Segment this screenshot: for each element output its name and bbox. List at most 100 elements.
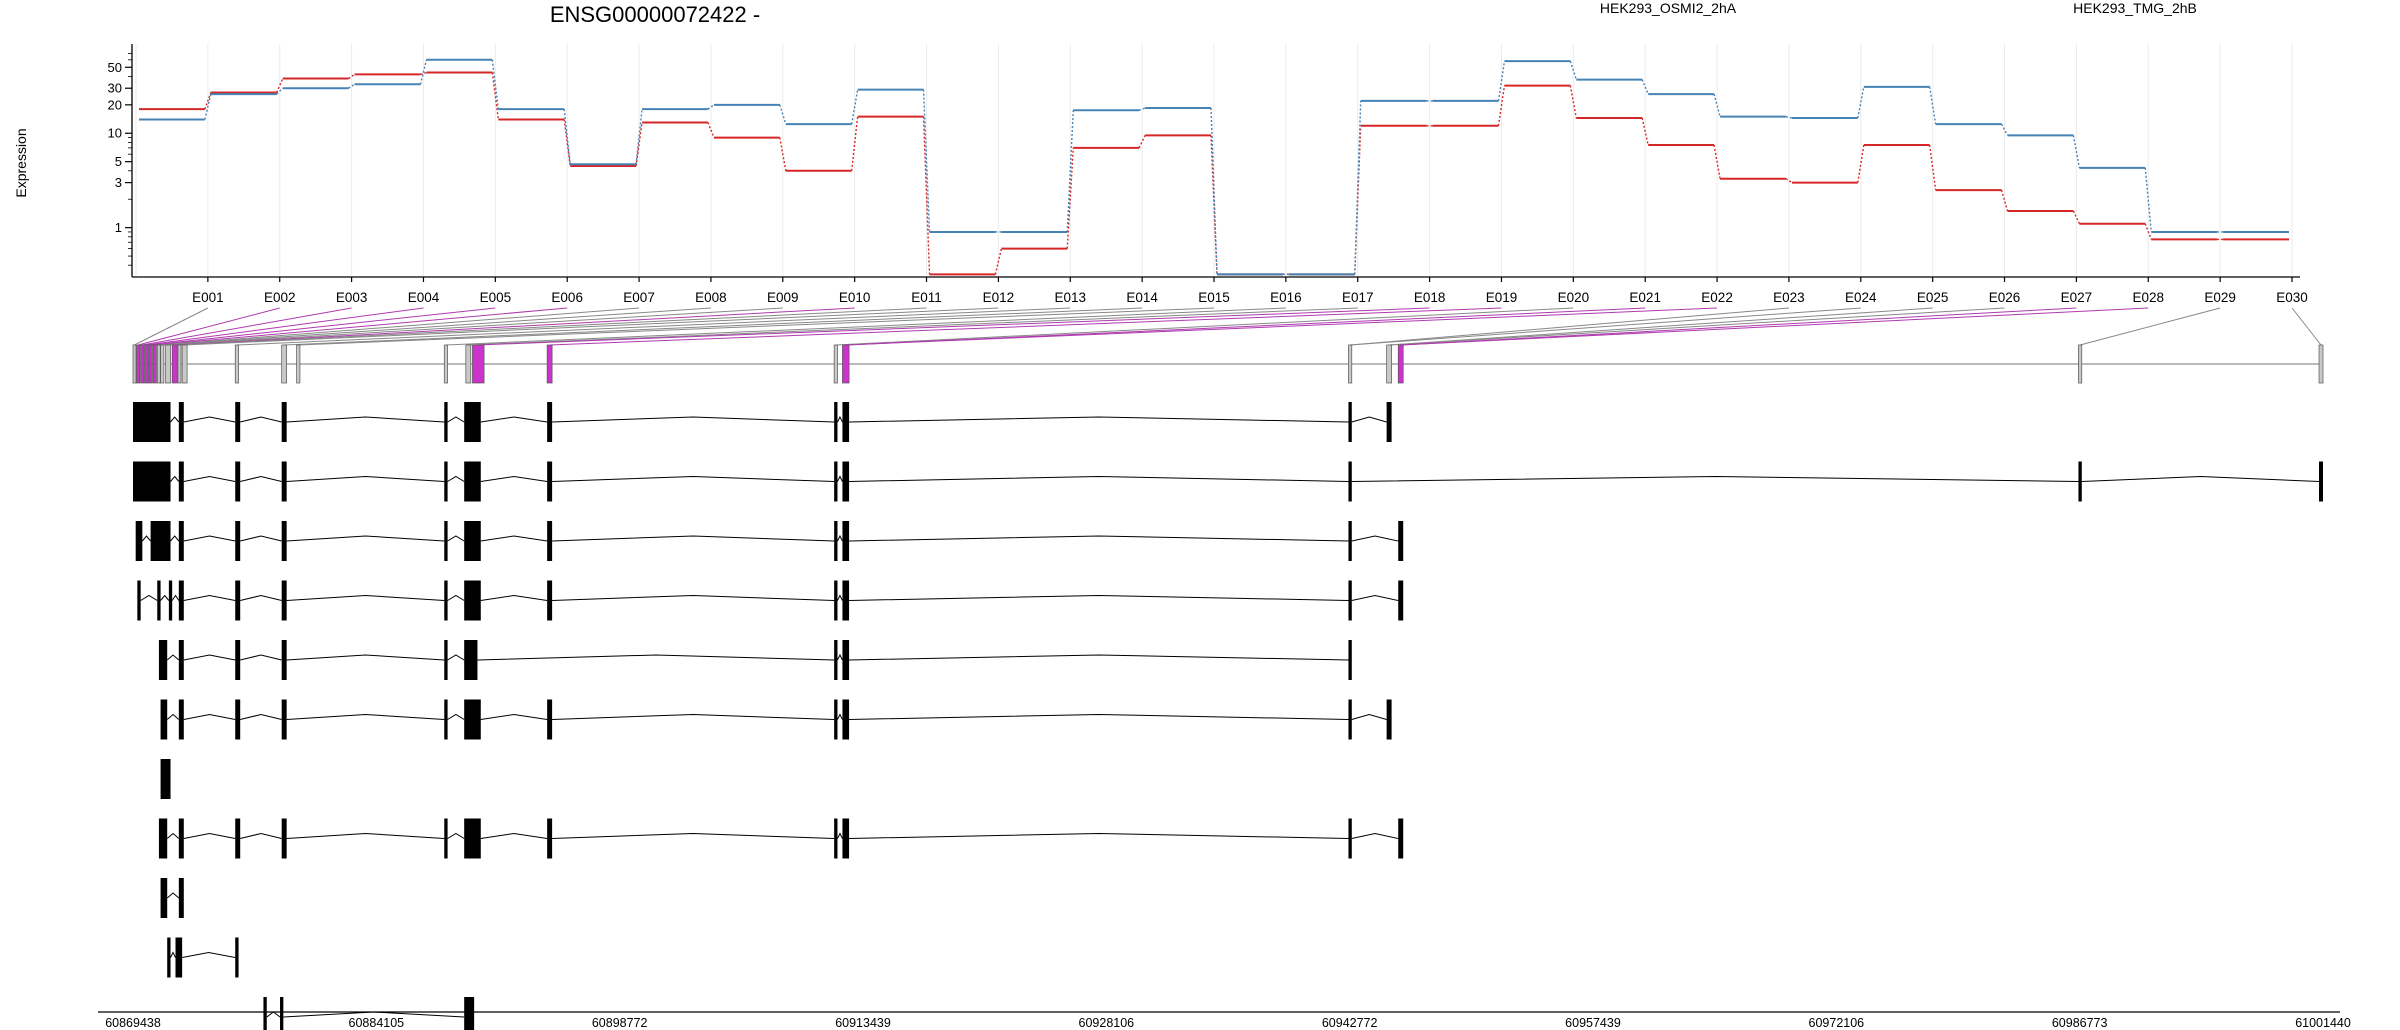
gene-model-exon (443, 344, 448, 384)
transcript-intron (240, 713, 282, 720)
transcript-exon (842, 521, 850, 561)
exon-connector (1389, 307, 2005, 346)
transcript-intron (477, 654, 835, 661)
gene-model-exon (1397, 344, 1404, 384)
transcript-exon (842, 461, 850, 502)
transcript-exon (834, 402, 838, 442)
transcript-intron (183, 475, 236, 482)
transcript-exon (135, 521, 143, 561)
gene-model-exon (148, 344, 153, 384)
exon-label: E025 (1917, 290, 1949, 305)
transcript-intron (240, 832, 282, 839)
transcript-exon (1348, 640, 1352, 680)
exon-label: E019 (1486, 290, 1518, 305)
transcript-intron (447, 713, 465, 720)
transcript-exon (235, 937, 239, 978)
transcript-exon (464, 818, 481, 859)
transcript-exon (281, 521, 287, 561)
transcript-exon (842, 402, 850, 442)
coord-tick-label: 60913439 (835, 1016, 891, 1030)
gene-model-exon (156, 344, 161, 384)
series-connector (779, 137, 787, 171)
transcript-intron (1351, 832, 1399, 839)
y-tick-label: 10 (108, 126, 122, 141)
gene-model-exon (234, 344, 239, 384)
series-connector (2144, 167, 2152, 233)
exon-connector (549, 307, 1502, 346)
exon-label: E008 (695, 290, 727, 305)
transcript-exon (281, 580, 287, 621)
transcript-intron (447, 416, 465, 423)
series-connector (348, 73, 355, 80)
transcript-intron (480, 475, 548, 482)
transcript-exon (464, 402, 481, 442)
series-connector (779, 104, 787, 125)
exon-connector (2079, 307, 2221, 346)
transcript-exon (235, 402, 241, 442)
transcript-row (137, 580, 1404, 621)
transcript-intron (849, 713, 1349, 720)
exon-label: E026 (1989, 290, 2021, 305)
series-connector (707, 122, 715, 138)
transcript-intron (286, 416, 445, 423)
transcript-intron (552, 713, 835, 720)
transcript-intron (286, 654, 445, 661)
exon-label: E010 (839, 290, 871, 305)
exon-connector (179, 307, 927, 346)
transcript-exon (464, 580, 481, 621)
transcript-exon (547, 521, 553, 561)
transcript-exon (547, 818, 553, 859)
transcript-intron (182, 951, 236, 958)
exon-label: E021 (1629, 290, 1661, 305)
transcript-exon (150, 521, 171, 561)
transcript-row (160, 699, 1392, 740)
series-connector (419, 59, 428, 85)
exon-connector (146, 307, 424, 346)
gene-model-exon (160, 344, 165, 384)
gene-model-track (132, 344, 2324, 384)
transcript-exon (168, 580, 173, 621)
transcript-row (158, 640, 1352, 680)
series-connector (1713, 144, 1721, 179)
transcript-intron (480, 535, 548, 542)
transcript-intron (849, 832, 1349, 839)
transcript-exon (834, 580, 838, 621)
transcript-exon (464, 997, 475, 1030)
transcript-exon (167, 937, 171, 978)
transcript-intron (480, 594, 548, 601)
gene-model-exon (1348, 344, 1353, 384)
transcript-row (135, 521, 1404, 561)
transcript-exon (1348, 699, 1352, 740)
series-connector (1354, 100, 1362, 275)
transcript-exon (464, 521, 481, 561)
transcript-exon (235, 640, 241, 680)
exon-connector (158, 307, 640, 346)
exon-label: E006 (551, 290, 583, 305)
exon-label: E022 (1701, 290, 1733, 305)
exon-connector (134, 307, 209, 346)
transcript-intron (286, 832, 445, 839)
transcript-intron (447, 654, 465, 661)
transcript-exon (834, 640, 838, 680)
gene-model-exon (833, 344, 838, 384)
exon-label: E029 (2204, 290, 2236, 305)
exon-connector (1400, 307, 2077, 346)
transcript-exon (547, 580, 553, 621)
exon-connector (298, 307, 1215, 346)
series-connector (1569, 85, 1578, 119)
exon-connector (845, 307, 1718, 346)
transcript-intron (849, 535, 1349, 542)
transcript-exon (1348, 580, 1352, 621)
transcript-intron (240, 535, 282, 542)
transcript-intron (183, 832, 236, 839)
transcript-intron (183, 594, 236, 601)
transcript-intron (266, 1011, 281, 1018)
transcript-exon (1398, 580, 1404, 621)
exon-label: E009 (767, 290, 799, 305)
gene-model-exon (842, 344, 850, 384)
gene-model-exon (472, 344, 485, 384)
series-connector (204, 92, 212, 110)
exon-label: E012 (983, 290, 1015, 305)
exon-label: E020 (1558, 290, 1590, 305)
